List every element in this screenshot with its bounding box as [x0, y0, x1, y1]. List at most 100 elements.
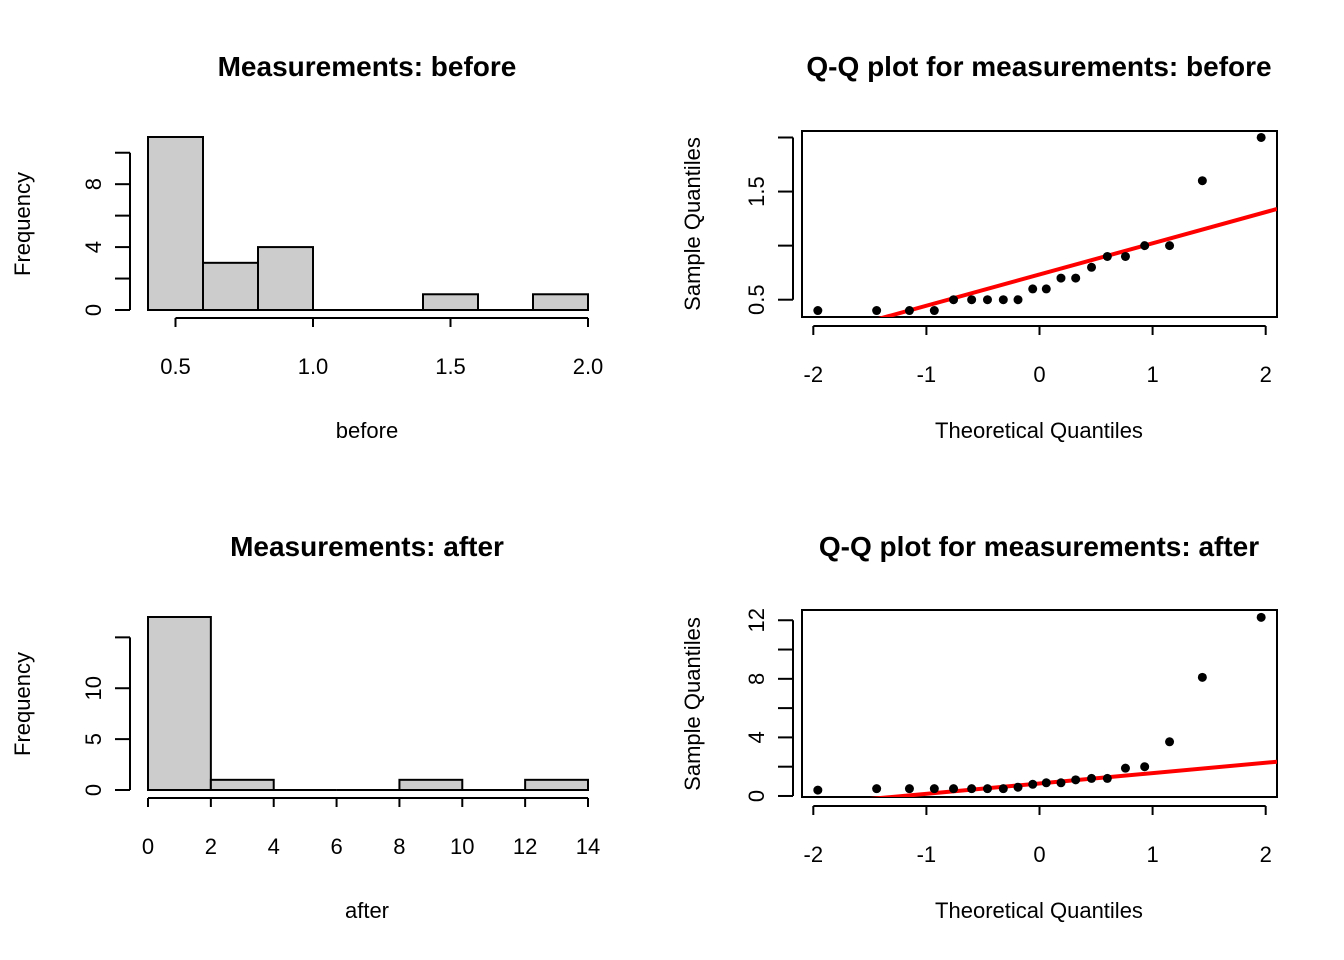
data-point: [872, 306, 882, 316]
x-tick-label: 1: [1146, 842, 1158, 867]
histogram-bar: [524, 778, 590, 792]
data-point: [1087, 262, 1097, 272]
data-point: [929, 784, 939, 794]
data-point: [1140, 762, 1150, 772]
data-point: [1041, 778, 1051, 788]
y-tick-label: 5: [81, 733, 106, 745]
x-tick-label: 2: [1260, 842, 1272, 867]
y-tick-label: 0: [81, 304, 106, 316]
x-axis-label: before: [336, 418, 398, 443]
x-tick-label: 0.5: [160, 354, 191, 379]
data-point: [982, 295, 992, 305]
x-tick-label: 2: [1260, 362, 1272, 387]
y-tick-label: 10: [81, 676, 106, 700]
histogram-bar: [202, 261, 259, 311]
data-point: [1165, 737, 1175, 747]
data-point: [1071, 775, 1081, 785]
chart-title: Q-Q plot for measurements: after: [819, 531, 1259, 562]
x-tick-label: 8: [393, 834, 405, 859]
data-point: [813, 306, 823, 316]
y-axis-label: Sample Quantiles: [680, 617, 705, 791]
data-point: [1140, 241, 1150, 251]
y-axis-label: Sample Quantiles: [680, 137, 705, 311]
data-point: [1041, 284, 1051, 294]
y-tick-label: 4: [81, 241, 106, 253]
reference-line: [869, 759, 1277, 797]
y-tick-label: 0.5: [744, 284, 769, 315]
histogram-bar: [147, 136, 204, 311]
data-point: [1056, 778, 1066, 788]
data-point: [1028, 779, 1038, 789]
x-tick-label: -2: [804, 362, 824, 387]
x-tick-label: -2: [804, 842, 824, 867]
x-tick-label: 6: [330, 834, 342, 859]
data-point: [904, 784, 914, 794]
data-point: [1120, 763, 1130, 773]
x-tick-label: 10: [450, 834, 474, 859]
x-tick-label: -1: [917, 842, 937, 867]
x-axis-label: Theoretical Quantiles: [935, 418, 1143, 443]
data-point: [967, 784, 977, 794]
data-point: [904, 306, 914, 316]
reference-line: [877, 207, 1277, 317]
y-tick-label: 12: [744, 608, 769, 632]
x-tick-label: -1: [917, 362, 937, 387]
data-point: [872, 784, 882, 794]
x-tick-label: 4: [268, 834, 280, 859]
data-point: [949, 295, 959, 305]
plot-frame: [801, 130, 1278, 318]
data-point: [1087, 773, 1097, 783]
data-point: [1165, 241, 1175, 251]
data-point: [1256, 612, 1266, 622]
data-point: [998, 784, 1008, 794]
x-tick-label: 2.0: [573, 354, 604, 379]
histogram-bar: [147, 616, 212, 791]
x-tick-label: 1.5: [435, 354, 466, 379]
data-point: [813, 785, 823, 795]
chart-title: Measurements: after: [230, 531, 504, 562]
data-point: [1197, 672, 1207, 682]
histogram-before-panel: Measurements: before before Frequency 0.…: [10, 51, 603, 443]
y-tick-label: 0: [81, 784, 106, 796]
data-point: [929, 306, 939, 316]
x-tick-label: 1: [1146, 362, 1158, 387]
x-tick-label: 2: [205, 834, 217, 859]
data-point: [998, 295, 1008, 305]
x-tick-label: 0: [1033, 842, 1045, 867]
x-axis-label: Theoretical Quantiles: [935, 898, 1143, 923]
histogram-bar: [209, 778, 275, 792]
x-tick-label: 0: [142, 834, 154, 859]
y-tick-label: 4: [744, 731, 769, 743]
y-tick-label: 8: [81, 178, 106, 190]
data-point: [1102, 251, 1112, 261]
y-tick-label: 0: [744, 790, 769, 802]
x-tick-label: 1.0: [298, 354, 329, 379]
data-point: [967, 295, 977, 305]
y-axis-label: Frequency: [10, 172, 35, 276]
y-axis-label: Frequency: [10, 652, 35, 756]
histogram-after-panel: Measurements: after after Frequency 0 2 4 6…: [10, 531, 600, 923]
chart-title: Measurements: before: [218, 51, 517, 82]
histogram-bar: [257, 246, 314, 312]
x-tick-label: 12: [513, 834, 537, 859]
data-point: [1071, 273, 1081, 283]
qq-after-panel: Q-Q plot for measurements: after Theoret…: [680, 531, 1278, 923]
data-point: [1028, 284, 1038, 294]
histogram-bar: [532, 293, 589, 312]
data-point: [1013, 782, 1023, 792]
x-tick-label: 14: [576, 834, 600, 859]
data-point: [1120, 251, 1130, 261]
data-point: [949, 784, 959, 794]
data-point: [1056, 273, 1066, 283]
y-tick-label: 1.5: [744, 176, 769, 207]
data-point: [1197, 176, 1207, 186]
data-point: [1256, 132, 1266, 142]
data-point: [1013, 295, 1023, 305]
plot-frame: [801, 609, 1278, 798]
qq-before-panel: Q-Q plot for measurements: before Theore…: [680, 51, 1278, 443]
chart-title: Q-Q plot for measurements: before: [806, 51, 1271, 82]
x-tick-label: 0: [1033, 362, 1045, 387]
data-point: [982, 784, 992, 794]
histogram-bar: [398, 778, 464, 792]
